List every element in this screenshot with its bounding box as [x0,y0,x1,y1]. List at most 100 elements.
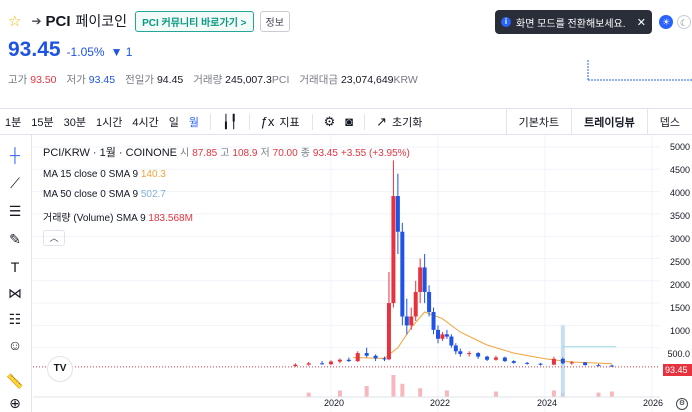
candle-body [306,363,311,365]
price-axis[interactable]: 5000 4500 4000 3500 3000 2500 2000 1500 … [660,135,692,397]
pattern-icon[interactable]: ⋈ [8,285,22,301]
change-pct: -1.05% [66,45,105,59]
candle-body [337,359,342,362]
emoji-icon[interactable]: ☺ [7,337,23,353]
candle-body [391,196,396,304]
candle-body [386,303,391,360]
tf-1mo[interactable]: 월 [188,116,199,129]
chart-legend: PCI/KRW · 1월 · COINONE 시 87.85 고 108.9 저 70… [43,144,410,246]
candle-body [320,363,325,365]
time-axis[interactable]: 2020 2022 2024 2026 [33,397,663,412]
candle-body [382,358,387,360]
time-tick: 2024 [537,398,558,408]
candle-body [551,358,556,365]
ma15-line [353,311,612,365]
change-abs: ▼ 1 [110,45,133,59]
volume-row[interactable]: 거래량 (Volume) SMA 9 183.568M [43,209,410,224]
volume-bar [400,383,405,397]
tf-4h[interactable]: 4시간 [132,116,159,129]
candle-body [427,291,432,313]
ma15-row[interactable]: MA 15 close 0 SMA 9 140.3 [43,169,410,180]
volume-bar [551,390,556,397]
axis-settings-icon[interactable]: ⚙ [676,398,688,410]
info-icon: i [501,17,511,27]
view-tradingview[interactable]: 트레이딩뷰 [571,109,647,134]
volume-bar [609,391,614,397]
dark-mode-icon[interactable]: ☾ [677,15,691,29]
price-tick: 3000 [669,234,690,244]
volume-bar [364,386,369,397]
time-tick: 2020 [324,398,345,408]
zoom-icon[interactable]: ⊕ [9,395,21,411]
candle-body [560,358,565,364]
close-icon[interactable]: ✕ [636,16,646,29]
candle-body [440,334,445,339]
tf-15m[interactable]: 15분 [31,116,54,129]
coin-logo-icon: ➔ [31,14,42,28]
price-chart[interactable] [33,135,660,412]
drawing-toolbar: ┼ ⟋ ☰ ✎ T ⋈ ☷ ☺ 📏 ⊕ [0,135,32,412]
ma50-label: MA 50 close 0 SMA 9 [43,189,139,200]
candle-body [525,362,530,364]
view-depth[interactable]: 뎁스 [646,109,692,134]
ma50-row[interactable]: MA 50 close 0 SMA 9 502.7 [43,189,410,200]
amount-label: 거래대금 [299,74,339,86]
divider [209,113,211,130]
volume-value: 245,007.3 [225,74,272,86]
indicator-icon[interactable]: ƒx [260,114,275,129]
open-value: 87.85 [192,148,218,159]
high-label: 고 [220,148,230,159]
volume-label: 거래량 [193,74,223,86]
current-price-tag: 93.45 [663,364,692,376]
candle-body [596,365,601,367]
indicator-label[interactable]: 지표 [279,116,300,129]
favorite-star-icon[interactable]: ☆ [8,13,22,30]
tf-30m[interactable]: 30분 [63,116,86,129]
camera-icon[interactable]: ◙ [345,114,354,129]
vol-label: 거래량 (Volume) SMA 9 [43,213,146,224]
community-button[interactable]: PCI 커뮤니티 바로가기 > [135,10,254,32]
candle-body [364,353,369,356]
crosshair-icon[interactable]: ┼ [10,147,20,163]
price-tick: 3500 [669,211,690,221]
tradingview-logo[interactable]: TV [47,356,73,382]
divider [364,113,366,130]
candle-type-icon[interactable]: ╽╿ [221,113,238,129]
candle-body [422,267,427,292]
ma15-value: 140.3 [140,169,166,180]
high-label: 고가 [8,74,28,86]
coin-name: 페이코인 [75,13,128,29]
candle-body [395,196,400,232]
text-tool-icon[interactable]: T [10,259,20,275]
ruler-icon[interactable]: 📏 [6,373,24,389]
toast-text: 화면 모드를 전환해보세요. [516,18,626,30]
tf-1d[interactable]: 일 [168,116,179,129]
tf-1m[interactable]: 1분 [5,116,22,129]
trendline-icon[interactable]: ⟋ [10,175,20,191]
measure-lines-icon[interactable]: ☷ [8,311,22,327]
view-basic[interactable]: 기본차트 [505,109,571,134]
candle-body [569,362,574,364]
volume-bar [418,388,423,397]
low-label: 저가 [66,74,86,86]
fib-lines-icon[interactable]: ☰ [8,203,22,219]
low-value: 70.00 [272,148,298,159]
volume-bar [493,391,498,397]
ma15-label: MA 15 close 0 SMA 9 [43,169,139,180]
light-mode-icon[interactable]: ☀ [659,15,673,29]
collapse-legend-button[interactable]: ︿ [43,230,65,246]
volume-bar [596,392,601,397]
chart-toolbar: 1분 15분 30분 1시간 4시간 일 월 ╽╿ ƒx 지표 ⚙ ◙ ↗ 초기… [0,108,692,135]
brush-icon[interactable]: ✎ [9,231,21,247]
current-price: 93.45 [8,38,61,61]
external-link-icon[interactable]: ↗ [376,113,387,129]
low-label: 저 [260,148,270,159]
tf-1h[interactable]: 1시간 [95,116,123,129]
settings-gear-icon[interactable]: ⚙ [323,113,336,129]
view-switch: 기본차트 트레이딩뷰 뎁스 [505,109,692,134]
price-row: 93.45 -1.05% ▼ 1 [8,38,132,62]
reset-button[interactable]: 초기화 [392,116,423,129]
candle-body [538,363,543,365]
info-button[interactable]: 정보 [259,10,290,32]
candle-body [449,336,454,346]
